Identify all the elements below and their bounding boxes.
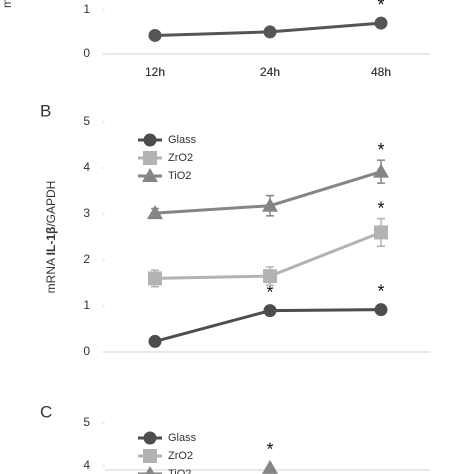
significance-mark: * <box>377 140 384 160</box>
y-axis-label: mRNA IL-1β/GAPDH <box>44 181 58 294</box>
y-label-part: IL-1β <box>44 227 58 256</box>
marker <box>262 197 278 212</box>
x-tick-label: 48h <box>371 65 391 79</box>
y-tick-label: 5 <box>83 415 90 429</box>
marker <box>148 334 162 348</box>
y-label-part: /GAPDH <box>44 181 58 227</box>
marker <box>148 271 162 286</box>
marker <box>147 205 163 220</box>
legend-label: ZrO2 <box>168 450 193 462</box>
legend-marker <box>143 133 157 147</box>
x-tick-label: 24h <box>260 65 280 79</box>
legend-label: ZrO2 <box>168 152 193 164</box>
legend-label: TiO2 <box>168 468 191 474</box>
legend-marker <box>142 168 158 182</box>
legend-marker <box>143 151 157 165</box>
x-tick-label: 12h <box>145 65 165 79</box>
significance-mark: * <box>377 281 384 301</box>
significance-mark: * <box>377 198 384 218</box>
y-tick-label: 3 <box>83 206 90 220</box>
x-tick-label: 24h <box>260 65 280 79</box>
significance-mark: * <box>377 0 384 15</box>
panel-label: B <box>40 101 51 120</box>
marker <box>263 304 277 318</box>
y-tick-label: 0 <box>83 344 90 358</box>
y-label-part: mRNA <box>44 255 58 293</box>
legend-marker <box>143 449 157 463</box>
marker <box>262 459 278 474</box>
y-tick-label: 1 <box>83 298 90 312</box>
marker <box>374 303 388 317</box>
y-tick-label: 1 <box>83 2 90 16</box>
x-tick-label: 12h <box>145 65 165 79</box>
marker <box>373 163 389 178</box>
panel-label: C <box>40 402 52 421</box>
significance-mark: * <box>266 440 273 460</box>
y-tick-label: 5 <box>83 114 90 128</box>
y-tick-label: 4 <box>83 458 90 472</box>
marker <box>263 269 277 284</box>
y-axis-label: m <box>0 0 14 8</box>
legend-label: Glass <box>168 432 197 444</box>
y-tick-label: 4 <box>83 160 90 174</box>
legend-marker <box>143 431 157 445</box>
y-tick-label: 2 <box>83 252 90 266</box>
marker <box>148 28 162 42</box>
marker <box>263 25 277 39</box>
x-tick-label: 48h <box>371 65 391 79</box>
marker <box>374 16 388 30</box>
marker <box>374 225 388 240</box>
significance-mark: * <box>266 282 273 302</box>
legend-label: TiO2 <box>168 170 191 182</box>
legend-marker <box>145 466 155 474</box>
y-tick-label: 0 <box>83 46 90 60</box>
legend-label: Glass <box>168 134 197 146</box>
